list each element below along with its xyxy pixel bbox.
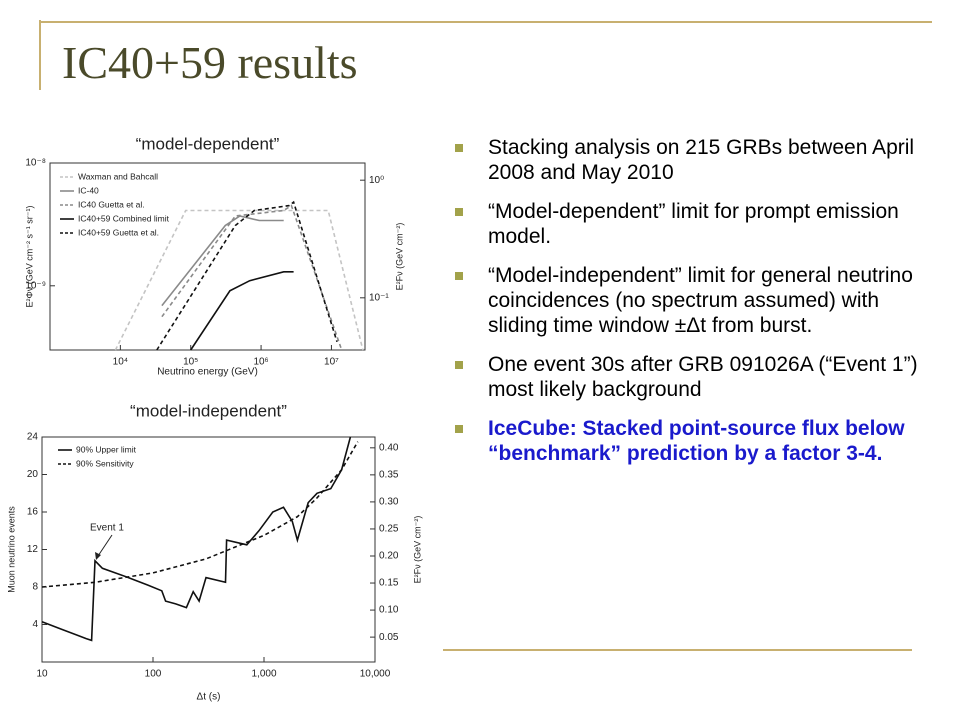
x-tick-label: 10,000 bbox=[360, 669, 391, 680]
y2-tick-label: 10⁻¹ bbox=[369, 292, 389, 303]
series-line bbox=[114, 209, 364, 351]
bullet: One event 30s after GRB 091026A (“Event … bbox=[455, 352, 925, 402]
y2-tick-label: 0.10 bbox=[379, 605, 399, 616]
chart-title: “model-dependent” bbox=[136, 134, 280, 153]
annotation: Event 1 bbox=[90, 523, 124, 534]
x-tick-label: 1,000 bbox=[251, 669, 276, 680]
y-tick-label: 16 bbox=[27, 507, 39, 518]
y-tick-label: 10⁻⁸ bbox=[25, 158, 46, 169]
y-tick-label: 8 bbox=[32, 582, 38, 593]
bullet: Stacking analysis on 215 GRBs between Ap… bbox=[455, 135, 925, 185]
y2-tick-label: 0.20 bbox=[379, 551, 399, 562]
y2-tick-label: 0.35 bbox=[379, 470, 399, 481]
x-tick-label: 10⁴ bbox=[113, 357, 128, 368]
bullet-list: Stacking analysis on 215 GRBs between Ap… bbox=[455, 135, 925, 480]
legend-label: Waxman and Bahcall bbox=[78, 171, 158, 181]
y-axis-label: Muon neutrino events bbox=[6, 506, 16, 593]
x-tick-label: 10⁵ bbox=[183, 357, 198, 368]
chart-title: “model-independent” bbox=[130, 401, 287, 420]
series-line bbox=[161, 204, 343, 351]
legend-label: 90% Sensitivity bbox=[76, 458, 134, 468]
annotation-arrow bbox=[97, 534, 113, 557]
legend-label: IC40+59 Combined limit bbox=[78, 213, 170, 223]
plot-frame bbox=[49, 162, 366, 351]
y2-axis-label: E²Fν (GeV cm⁻²) bbox=[412, 516, 422, 584]
y2-tick-label: 0.15 bbox=[379, 578, 399, 589]
x-tick-label: 10⁷ bbox=[324, 357, 339, 368]
x-tick-label: 10 bbox=[36, 669, 48, 680]
bullet: “Model-independent” limit for general ne… bbox=[455, 263, 925, 338]
y2-tick-label: 0.25 bbox=[379, 524, 399, 535]
y-tick-label: 10⁻⁹ bbox=[25, 280, 46, 291]
y-tick-label: 24 bbox=[27, 432, 39, 443]
y2-tick-label: 10⁰ bbox=[369, 175, 384, 186]
series-line bbox=[190, 270, 294, 351]
legend-label: IC40+59 Guetta et al. bbox=[78, 227, 159, 237]
legend-label: IC40 Guetta et al. bbox=[78, 199, 145, 209]
series-line bbox=[41, 436, 352, 642]
y-tick-label: 4 bbox=[32, 619, 38, 630]
y-tick-label: 20 bbox=[27, 469, 39, 480]
y-tick-label: 12 bbox=[27, 544, 39, 555]
slide-title: IC40+59 results bbox=[62, 37, 358, 88]
series-line bbox=[156, 200, 338, 351]
legend-label: 90% Upper limit bbox=[76, 444, 137, 454]
annotation-arrowhead bbox=[95, 552, 101, 560]
x-tick-label: 10⁶ bbox=[253, 357, 268, 368]
x-axis-label: Neutrino energy (GeV) bbox=[157, 367, 258, 378]
bullet: IceCube: Stacked point-source flux below… bbox=[455, 416, 925, 466]
legend-label: IC-40 bbox=[78, 185, 99, 195]
x-axis-label: Δt (s) bbox=[197, 692, 221, 703]
series-line bbox=[41, 441, 359, 588]
y2-tick-label: 0.40 bbox=[379, 442, 399, 453]
y2-tick-label: 0.30 bbox=[379, 497, 399, 508]
y-axis-label: E²Φν (GeV cm⁻² s⁻¹ sr⁻¹) bbox=[24, 206, 34, 308]
x-tick-label: 100 bbox=[145, 669, 162, 680]
bullet: “Model-dependent” limit for prompt emiss… bbox=[455, 199, 925, 249]
y2-tick-label: 0.05 bbox=[379, 632, 399, 643]
y2-axis-label: E²Fν (GeV cm⁻²) bbox=[394, 223, 404, 291]
